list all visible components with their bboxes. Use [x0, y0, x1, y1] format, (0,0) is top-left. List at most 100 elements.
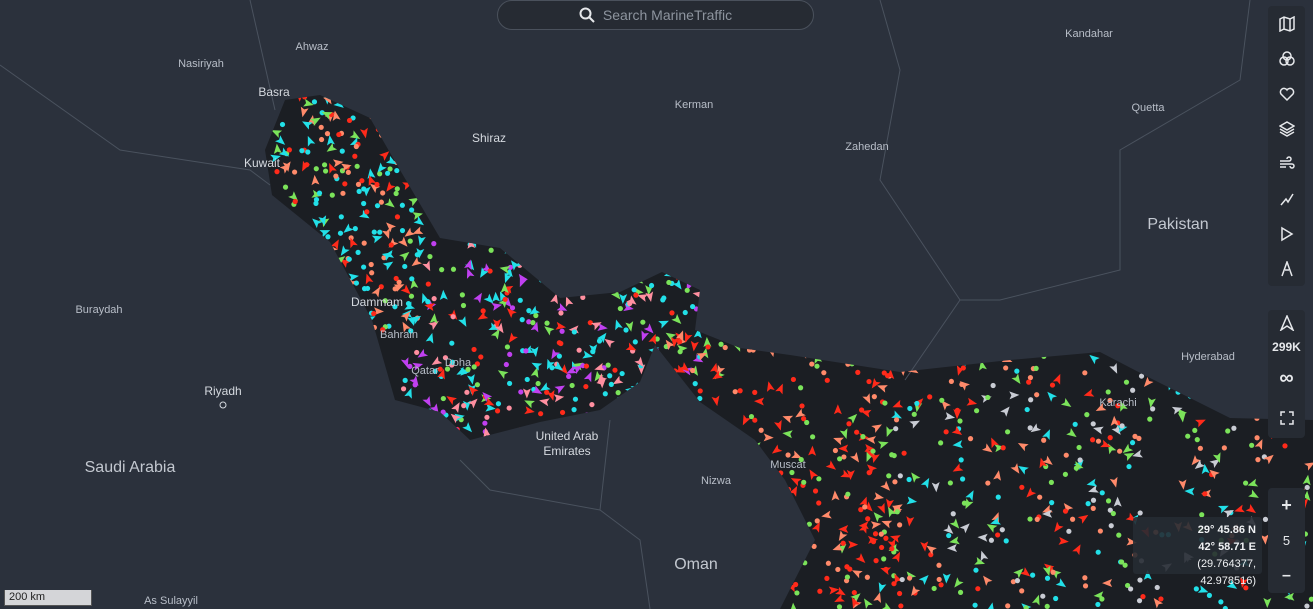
vessel-marker[interactable] — [840, 469, 852, 481]
vessel-marker[interactable] — [431, 296, 437, 302]
vessel-marker[interactable] — [1138, 373, 1145, 379]
vessel-marker[interactable] — [718, 341, 724, 347]
vessel-marker[interactable] — [867, 535, 879, 544]
vessel-marker[interactable] — [556, 302, 569, 314]
vessel-marker[interactable] — [967, 436, 974, 442]
vessel-marker[interactable] — [862, 501, 876, 515]
vessel-marker[interactable] — [782, 429, 793, 439]
vessel-marker[interactable] — [571, 407, 577, 413]
vessel-marker[interactable] — [517, 297, 523, 303]
vessel-marker[interactable] — [1082, 575, 1088, 581]
vessel-marker[interactable] — [304, 134, 316, 147]
vessel-marker[interactable] — [506, 380, 513, 387]
vessel-marker[interactable] — [877, 502, 888, 515]
vessel-marker[interactable] — [812, 488, 819, 494]
vessel-marker[interactable] — [975, 586, 981, 592]
vessel-marker[interactable] — [871, 509, 884, 523]
vessel-marker[interactable] — [1077, 512, 1091, 524]
vessel-marker[interactable] — [824, 377, 830, 383]
vessel-marker[interactable] — [1206, 592, 1213, 598]
vessel-marker[interactable] — [337, 230, 344, 236]
vessel-marker[interactable] — [442, 355, 449, 361]
vessel-marker[interactable] — [597, 330, 609, 344]
vessel-marker[interactable] — [313, 200, 319, 206]
vessel-marker[interactable] — [1042, 428, 1053, 441]
vessel-marker[interactable] — [1044, 603, 1050, 609]
vessel-marker[interactable] — [488, 247, 494, 253]
vessel-marker[interactable] — [313, 196, 320, 203]
vessel-marker[interactable] — [1123, 379, 1130, 385]
vessel-marker[interactable] — [1109, 476, 1120, 489]
vessel-marker[interactable] — [840, 540, 846, 546]
vessel-marker[interactable] — [518, 389, 524, 395]
vessel-marker[interactable] — [1131, 449, 1143, 460]
vessel-marker[interactable] — [1063, 452, 1069, 458]
vessel-marker[interactable] — [582, 350, 593, 361]
vessel-marker[interactable] — [868, 377, 881, 391]
vessel-marker[interactable] — [556, 353, 562, 359]
vessel-marker[interactable] — [397, 236, 411, 250]
vessel-marker[interactable] — [833, 404, 842, 415]
vessel-marker[interactable] — [966, 397, 978, 408]
vessel-marker[interactable] — [562, 295, 574, 308]
vessel-marker[interactable] — [449, 340, 455, 346]
vessel-marker[interactable] — [396, 279, 402, 285]
vessel-marker[interactable] — [943, 429, 949, 435]
vessel-marker[interactable] — [444, 366, 451, 372]
vessel-marker[interactable] — [1028, 423, 1042, 435]
vessel-marker[interactable] — [1055, 578, 1069, 590]
vessel-marker[interactable] — [1284, 592, 1295, 602]
vessel-marker[interactable] — [394, 186, 400, 192]
vessel-marker[interactable] — [627, 300, 633, 307]
vessel-marker[interactable] — [990, 382, 996, 389]
vessel-marker[interactable] — [897, 473, 903, 479]
vessel-marker[interactable] — [1099, 490, 1105, 496]
vessel-marker[interactable] — [697, 388, 703, 394]
vessel-marker[interactable] — [811, 520, 824, 533]
vessel-marker[interactable] — [692, 381, 698, 387]
vessel-marker[interactable] — [530, 359, 543, 371]
vessel-marker[interactable] — [1260, 534, 1270, 545]
vessel-marker[interactable] — [411, 226, 424, 237]
vessel-marker[interactable] — [404, 387, 415, 399]
vessel-marker[interactable] — [920, 541, 929, 552]
vessel-marker[interactable] — [576, 347, 582, 353]
vessel-marker[interactable] — [1238, 577, 1248, 589]
vessel-marker[interactable] — [631, 287, 637, 293]
vessel-marker[interactable] — [507, 264, 514, 270]
vessel-marker[interactable] — [866, 378, 872, 385]
vessel-marker[interactable] — [1201, 463, 1210, 475]
vessel-marker[interactable] — [467, 396, 481, 409]
vessel-marker[interactable] — [542, 323, 555, 336]
vessel-marker[interactable] — [908, 585, 921, 598]
vessel-marker[interactable] — [633, 292, 639, 298]
vessel-marker[interactable] — [1028, 397, 1034, 403]
vessel-marker[interactable] — [1107, 397, 1113, 404]
vessel-marker[interactable] — [530, 366, 541, 378]
vessel-marker[interactable] — [1042, 455, 1055, 468]
vessel-marker[interactable] — [487, 268, 493, 274]
vessel-marker[interactable] — [416, 235, 426, 247]
vessel-marker[interactable] — [886, 473, 892, 479]
vessel-marker[interactable] — [394, 214, 401, 220]
vessel-marker[interactable] — [841, 454, 847, 460]
vessel-marker[interactable] — [496, 367, 509, 380]
vessel-marker[interactable] — [504, 266, 514, 278]
vessel-marker[interactable] — [648, 282, 655, 289]
vessel-marker[interactable] — [951, 426, 965, 438]
vessel-marker[interactable] — [450, 266, 457, 272]
vessel-marker[interactable] — [324, 142, 338, 155]
vessel-marker[interactable] — [466, 374, 477, 385]
vessel-marker[interactable] — [1304, 603, 1310, 609]
vessel-marker[interactable] — [466, 383, 479, 396]
routes-button[interactable] — [1268, 251, 1305, 286]
vessel-marker[interactable] — [710, 362, 720, 374]
vessel-marker[interactable] — [962, 498, 974, 511]
vessel-marker[interactable] — [909, 417, 922, 429]
vessel-marker[interactable] — [981, 443, 995, 455]
vessel-marker[interactable] — [1115, 403, 1121, 409]
vessel-marker[interactable] — [737, 388, 743, 394]
vessel-marker[interactable] — [373, 307, 384, 316]
vessel-marker[interactable] — [322, 168, 329, 174]
